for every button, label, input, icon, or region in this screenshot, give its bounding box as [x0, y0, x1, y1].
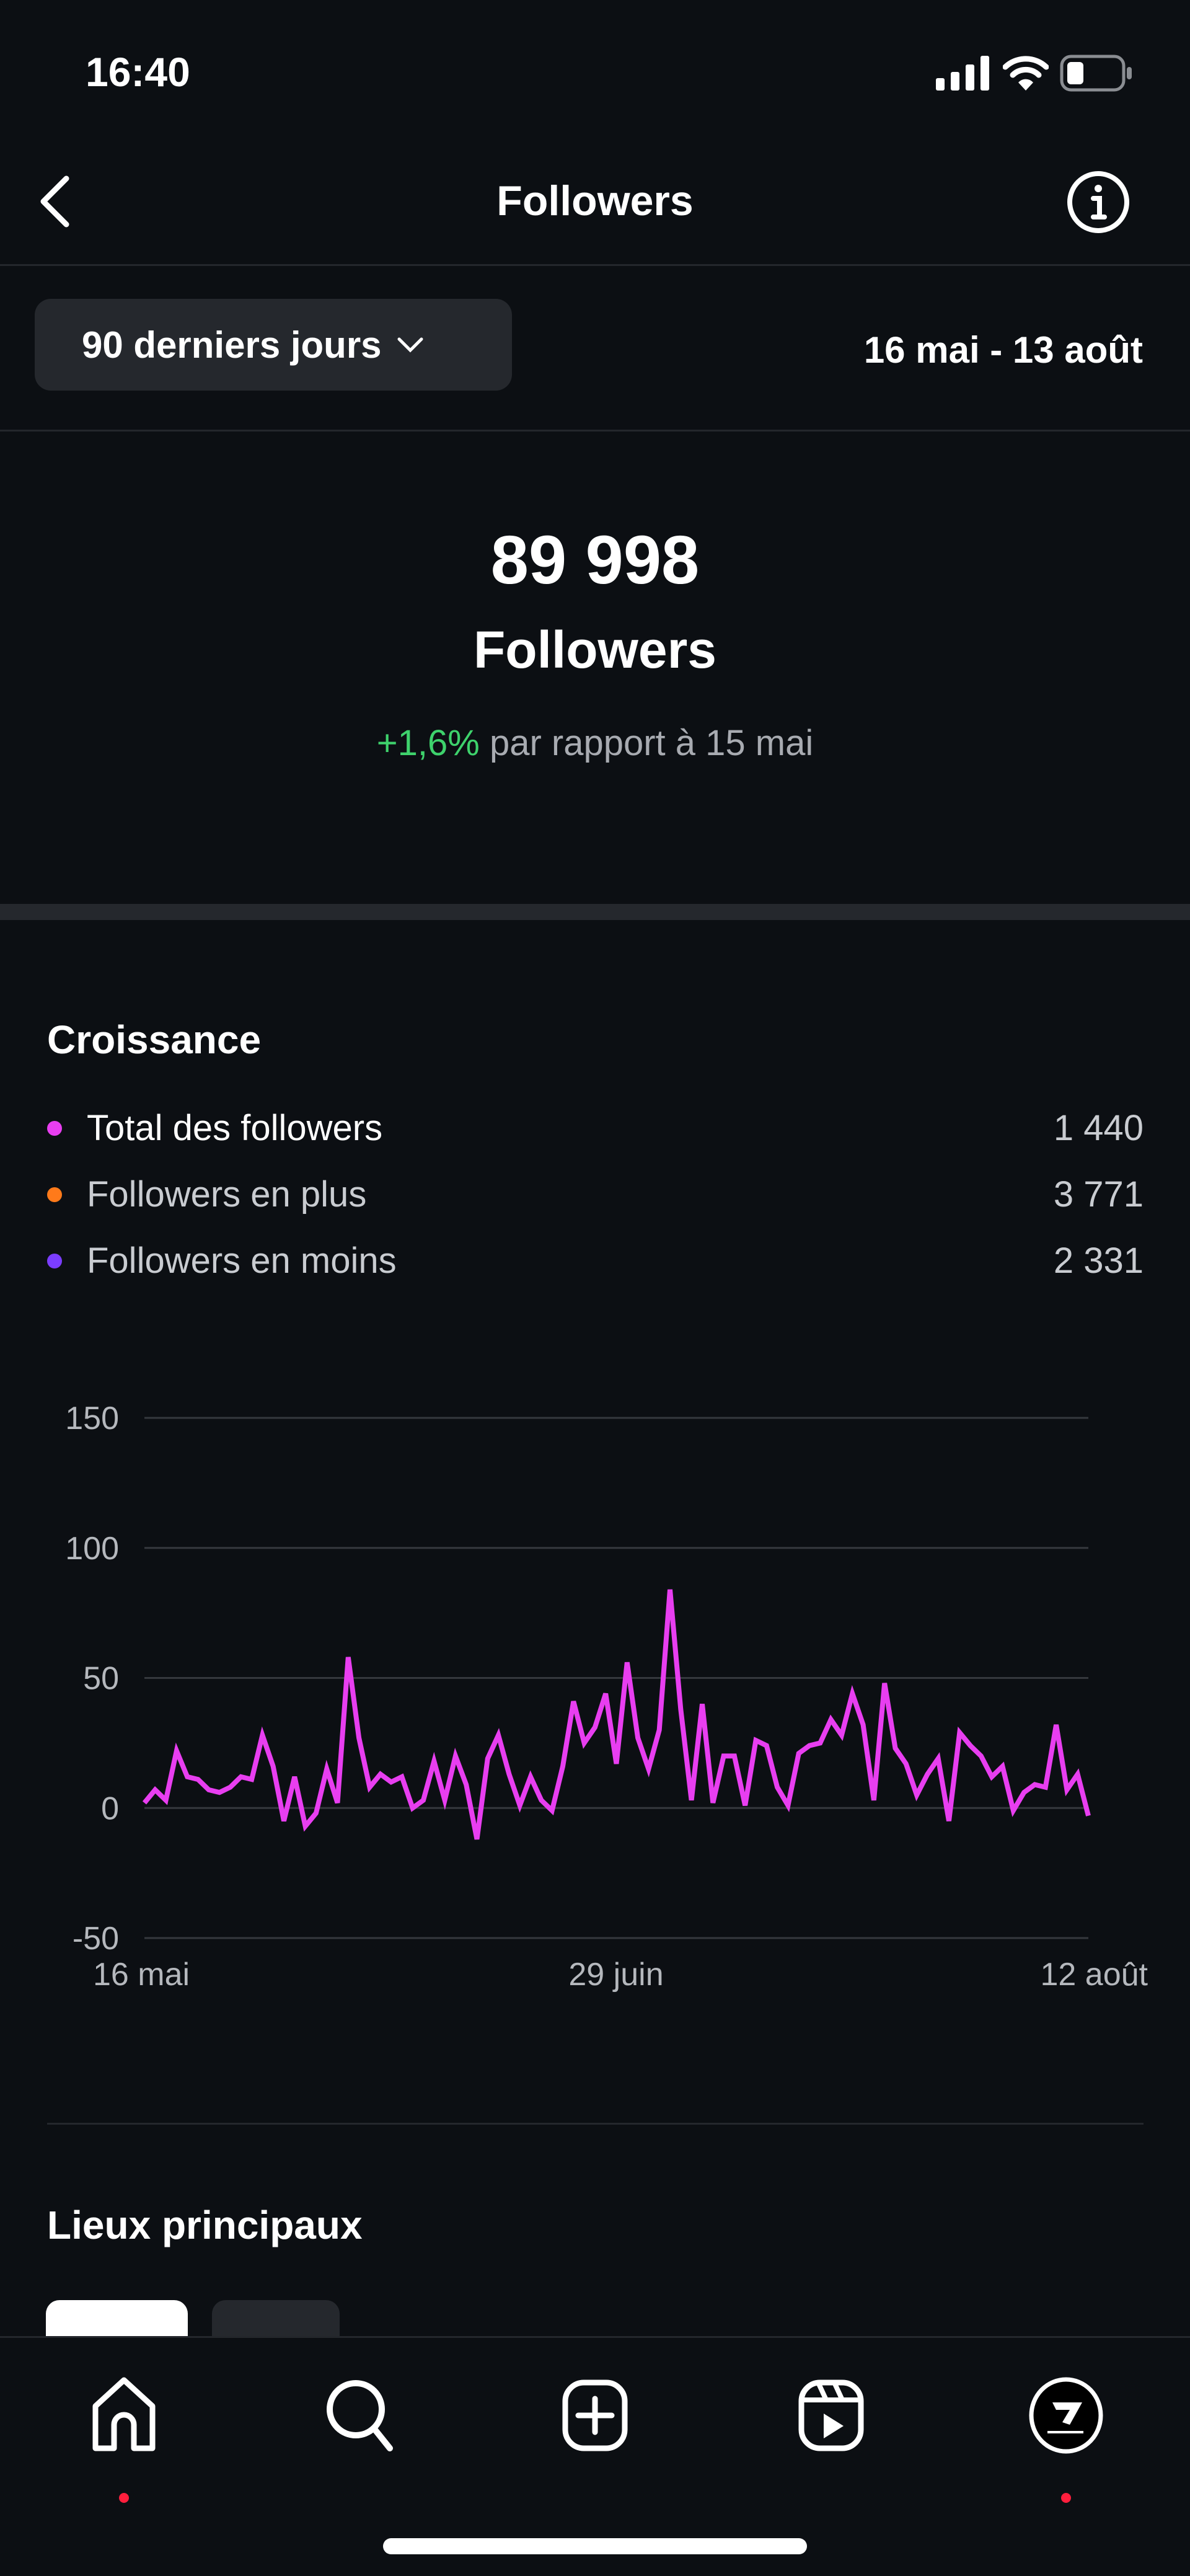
profile-avatar [1029, 2377, 1103, 2454]
follower-label: Followers [473, 621, 717, 679]
legend-label: Followers en plus [87, 1174, 367, 1215]
battery-icon [1060, 55, 1132, 92]
change-text: par rapport à 15 mai [489, 723, 814, 763]
nav-create[interactable] [558, 2375, 632, 2456]
back-chevron-icon[interactable] [32, 174, 82, 229]
y-tick-label: 100 [65, 1531, 119, 1567]
section-divider [47, 2123, 1144, 2125]
info-icon[interactable] [1066, 170, 1130, 234]
legend-value: 1 440 [1053, 1108, 1144, 1148]
status-icons [936, 55, 1134, 92]
nav-home[interactable] [87, 2375, 161, 2503]
legend-dot [47, 1187, 62, 1202]
growth-title: Croissance [47, 1017, 262, 1062]
change-summary: +1,6% par rapport à 15 mai [0, 722, 1190, 764]
y-tick-label: 50 [83, 1661, 119, 1697]
legend-label: Followers en moins [87, 1241, 397, 1281]
y-tick-label: 0 [101, 1790, 119, 1826]
page-title: Followers [496, 177, 694, 224]
section-separator [0, 904, 1190, 920]
x-tick-label: 12 août [1041, 1957, 1148, 1993]
notification-dot [1061, 2493, 1071, 2503]
wifi-icon [1003, 56, 1049, 91]
y-tick-label: 150 [65, 1401, 119, 1436]
legend-value: 3 771 [1053, 1174, 1144, 1215]
date-range-label: 90 derniers jours [82, 324, 382, 366]
legend-dot [47, 1253, 62, 1268]
y-tick-label: -50 [73, 1921, 119, 1957]
legend-lost: Followers en moins 2 331 [47, 1240, 1144, 1281]
reels-icon [798, 2379, 864, 2451]
nav-search[interactable] [322, 2375, 396, 2456]
filter-divider [0, 430, 1190, 432]
legend-label: Total des followers [87, 1108, 383, 1148]
chevron-down-icon [397, 337, 423, 353]
follower-count: 89 998 [490, 522, 700, 598]
nav-profile[interactable] [1029, 2375, 1103, 2503]
create-icon [562, 2379, 628, 2451]
home-icon [92, 2377, 156, 2451]
x-tick-label: 16 mai [93, 1957, 190, 1993]
bottom-nav [0, 2336, 1190, 2576]
home-indicator [383, 2538, 807, 2554]
series-line-total-followers [142, 1589, 1091, 1840]
signal-icon [936, 56, 989, 91]
legend-total: Total des followers 1 440 [47, 1107, 1144, 1149]
date-range-text: 16 mai - 13 août [863, 329, 1143, 371]
growth-line-chart: 150 100 50 0 -50 16 mai 29 juin 12 août [65, 1401, 1148, 1993]
change-percent: +1,6% [376, 723, 480, 763]
notification-dot [119, 2493, 129, 2503]
legend-value: 2 331 [1053, 1241, 1144, 1281]
places-title: Lieux principaux [47, 2203, 363, 2247]
x-tick-label: 29 juin [568, 1957, 663, 1993]
nav-reels[interactable] [794, 2375, 868, 2456]
status-time: 16:40 [86, 49, 190, 95]
search-icon [327, 2380, 393, 2451]
date-range-dropdown[interactable]: 90 derniers jours [35, 299, 512, 391]
header-divider [0, 264, 1190, 266]
legend-gained: Followers en plus 3 771 [47, 1174, 1144, 1215]
legend-dot [47, 1120, 62, 1136]
